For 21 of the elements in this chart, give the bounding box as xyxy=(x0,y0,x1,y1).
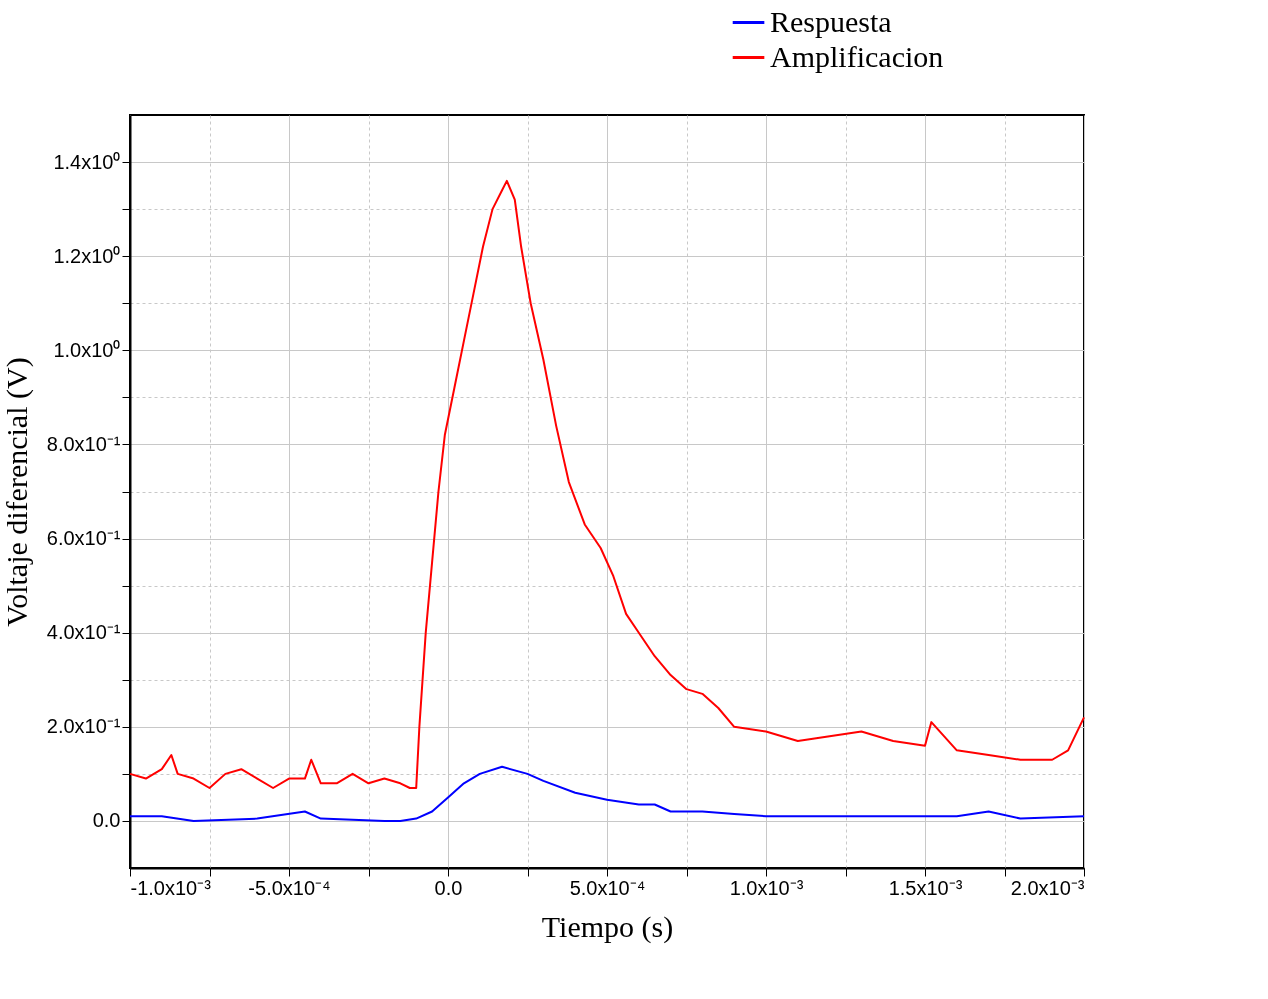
y-tick-label: 2.0x10⁻¹ xyxy=(46,715,121,738)
x-tick-label: -5.0x10⁻⁴ xyxy=(248,876,331,899)
legend-label: Respuesta xyxy=(770,4,892,38)
x-tick-label: 0.0 xyxy=(434,876,463,899)
line-series xyxy=(129,179,1085,789)
y-tick-label: 0.0 xyxy=(92,809,121,832)
x-tick-label: 2.0x10⁻³ xyxy=(1010,876,1085,899)
x-tick-label: 5.0x10⁻⁴ xyxy=(569,876,646,899)
x-axis-title: Tiempo (s) xyxy=(541,909,674,944)
y-tick-label: 4.0x10⁻¹ xyxy=(46,621,121,644)
line-series xyxy=(129,765,1085,822)
legend-label: Amplificacion xyxy=(770,39,944,73)
x-tick-label: -1.0x10⁻³ xyxy=(130,876,212,899)
y-tick-label: 1.0x10⁰ xyxy=(53,338,121,361)
y-tick-label: 8.0x10⁻¹ xyxy=(46,432,121,455)
y-axis-title: Voltaje diferencial (V) xyxy=(0,357,34,627)
x-tick-label: 1.0x10⁻³ xyxy=(729,876,804,899)
y-tick-label: 1.4x10⁰ xyxy=(53,150,121,173)
y-tick-label: 1.2x10⁰ xyxy=(53,244,121,267)
y-tick-label: 6.0x10⁻¹ xyxy=(46,527,121,550)
x-tick-label: 1.5x10⁻³ xyxy=(888,876,963,899)
